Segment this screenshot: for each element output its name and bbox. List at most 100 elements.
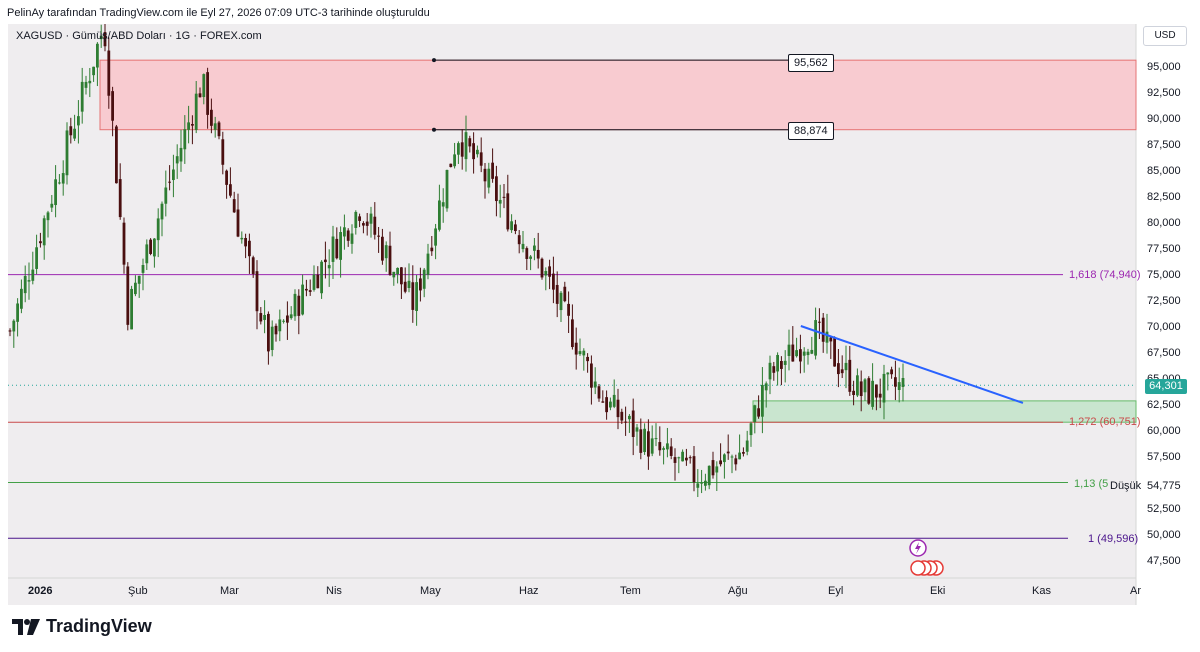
y-tick: 50,000: [1147, 529, 1181, 541]
candle-body: [130, 288, 133, 330]
candle-body: [669, 446, 673, 456]
y-tick: 87,500: [1147, 139, 1181, 151]
candle-body: [844, 362, 848, 371]
candle-body: [23, 275, 27, 294]
candle-body: [343, 227, 346, 237]
candle-body: [707, 465, 711, 486]
candle-body: [305, 288, 308, 291]
candle-body: [696, 483, 700, 488]
y-tick: 92,500: [1147, 87, 1181, 99]
candle-body: [647, 431, 650, 457]
candle-body: [191, 124, 194, 126]
candle-body: [168, 181, 171, 183]
resistance-top-label[interactable]: 95,562: [788, 54, 834, 72]
candle-body: [578, 351, 582, 355]
x-tick: 2026: [28, 585, 53, 597]
candle-body: [833, 338, 836, 367]
candle-body: [73, 128, 76, 139]
tradingview-logo-icon: [12, 618, 40, 635]
candle-body: [449, 163, 453, 168]
candle-body: [141, 264, 145, 273]
candle-body: [206, 72, 209, 115]
candle-body: [814, 320, 817, 356]
candle-body: [156, 218, 160, 241]
candle-body: [536, 249, 540, 259]
y-tick: 47,500: [1147, 555, 1181, 567]
y-tick: 75,000: [1147, 269, 1181, 281]
candle-body: [274, 325, 278, 335]
candle-body: [84, 81, 88, 88]
candle-body: [400, 267, 403, 285]
candle-body: [802, 351, 806, 356]
lightning-glyph-icon: [915, 542, 921, 554]
candle-body: [544, 271, 548, 276]
candle-body: [848, 359, 852, 392]
candle-body: [472, 143, 475, 160]
candle-body: [381, 236, 384, 261]
candle-body: [118, 179, 122, 218]
candle-body: [213, 123, 217, 130]
candle-body: [175, 156, 179, 164]
candle-body: [548, 266, 551, 277]
candle-body: [229, 184, 232, 196]
currency-selector[interactable]: USD: [1143, 26, 1187, 46]
candle-body: [278, 319, 282, 332]
candle-body: [251, 257, 255, 274]
candle-body: [521, 243, 525, 250]
candle-body: [840, 369, 844, 374]
candle-body: [491, 162, 494, 179]
candle-body: [198, 93, 202, 98]
x-tick: Kas: [1032, 585, 1051, 597]
candle-body: [289, 314, 293, 319]
candle-body: [411, 282, 415, 310]
candle-body: [852, 390, 855, 396]
y-tick: 72,500: [1147, 295, 1181, 307]
candle-body: [609, 401, 612, 408]
candle-body: [183, 129, 187, 150]
candle-body: [384, 245, 388, 259]
candle-body: [12, 320, 16, 332]
candle-body: [487, 168, 491, 188]
candle-body: [225, 170, 228, 185]
candle-body: [780, 360, 783, 369]
y-tick: 85,000: [1147, 165, 1181, 177]
candle-body: [559, 292, 563, 311]
candle-body: [673, 457, 677, 463]
candle-body: [650, 438, 654, 454]
candle-body: [738, 452, 741, 460]
candle-body: [791, 344, 795, 362]
candle-body: [692, 456, 696, 483]
candle-body: [16, 303, 19, 322]
price-scale-bg: [1136, 24, 1192, 605]
candle-body: [552, 273, 555, 290]
candle-body: [517, 235, 521, 245]
tradingview-logo[interactable]: TradingView: [12, 616, 152, 637]
candle-body: [890, 369, 893, 375]
candle-body: [240, 237, 244, 240]
candle-body: [96, 43, 99, 68]
price-pane[interactable]: [8, 24, 1192, 605]
candle-body: [297, 295, 301, 316]
candle-body: [316, 274, 320, 289]
resistance-bottom-label[interactable]: 88,874: [788, 122, 834, 140]
candle-body: [628, 415, 631, 420]
candle-body: [688, 457, 692, 459]
candle-body: [324, 259, 327, 263]
candle-body: [886, 372, 890, 375]
candle-body: [88, 80, 92, 84]
candle-body: [799, 349, 802, 362]
candle-body: [749, 423, 753, 436]
resistance-top-anchor: [432, 58, 436, 63]
symbol-info[interactable]: XAGUSD · Gümüş/ABD Doları · 1G · FOREX.c…: [16, 30, 262, 42]
candle-body: [308, 290, 312, 292]
candle-body: [643, 428, 646, 453]
chart-area[interactable]: XAGUSD · Gümüş/ABD Doları · 1G · FOREX.c…: [8, 24, 1192, 605]
candle-body: [612, 394, 616, 407]
candle-body: [8, 330, 12, 332]
candle-body: [293, 293, 297, 317]
candle-body: [403, 281, 407, 292]
candle-body: [593, 381, 597, 388]
candle-body: [236, 209, 240, 237]
candle-body: [574, 342, 578, 355]
candle-body: [453, 154, 456, 167]
